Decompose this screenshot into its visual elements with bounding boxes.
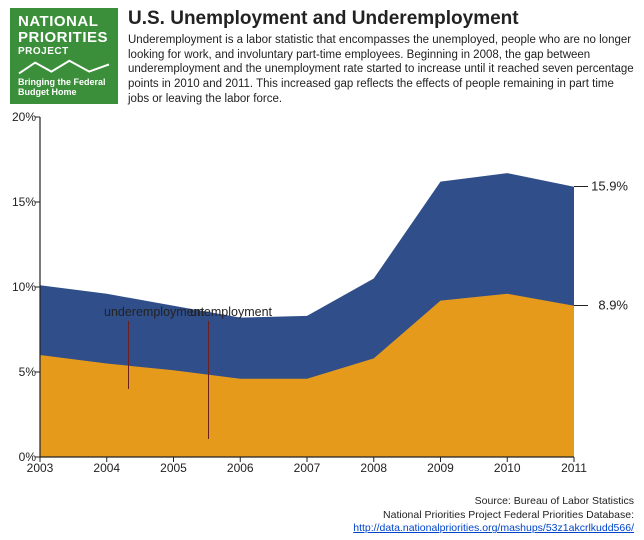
npp-logo: NATIONAL PRIORITIES PROJECT Bringing the… (10, 8, 118, 104)
end-label-unemployment: 8.9% (598, 298, 628, 313)
area-chart: 0%5%10%15%20% 20032004200520062007200820… (40, 117, 574, 457)
chart-description: Underemployment is a labor statistic tha… (128, 33, 634, 107)
unemployment-annot: unemployment (190, 305, 272, 319)
logo-line1: NATIONAL (18, 14, 110, 30)
x-axis-label: 2005 (160, 461, 187, 475)
source-link[interactable]: http://data.nationalpriorities.org/mashu… (353, 522, 634, 534)
x-axis-label: 2011 (561, 461, 587, 475)
logo-mountain-icon (18, 59, 110, 77)
source-block: Source: Bureau of Labor Statistics Natio… (353, 495, 634, 536)
y-axis-label: 20% (6, 110, 36, 124)
underemployment-annot-line (128, 321, 129, 389)
logo-line2: PRIORITIES (18, 30, 110, 46)
y-axis-label: 15% (6, 195, 36, 209)
end-label-underemployment: 15.9% (591, 179, 628, 194)
unemployment-annot-line (208, 321, 209, 439)
y-axis-label: 10% (6, 280, 36, 294)
end-tick-unemployment (574, 305, 588, 306)
source-line2: National Priorities Project Federal Prio… (353, 509, 634, 523)
end-tick-underemployment (574, 186, 588, 187)
x-axis-label: 2006 (227, 461, 254, 475)
x-axis-label: 2004 (93, 461, 120, 475)
x-axis-label: 2010 (494, 461, 521, 475)
x-axis-label: 2008 (360, 461, 387, 475)
x-axis-label: 2003 (27, 461, 54, 475)
logo-line3: PROJECT (18, 47, 110, 58)
chart-title: U.S. Unemployment and Underemployment (128, 8, 634, 30)
source-line1: Source: Bureau of Labor Statistics (353, 495, 634, 509)
y-axis-label: 5% (6, 365, 36, 379)
x-axis-label: 2007 (294, 461, 321, 475)
x-axis-label: 2009 (427, 461, 454, 475)
chart-svg (40, 117, 574, 457)
logo-tagline: Bringing the Federal Budget Home (18, 78, 110, 98)
